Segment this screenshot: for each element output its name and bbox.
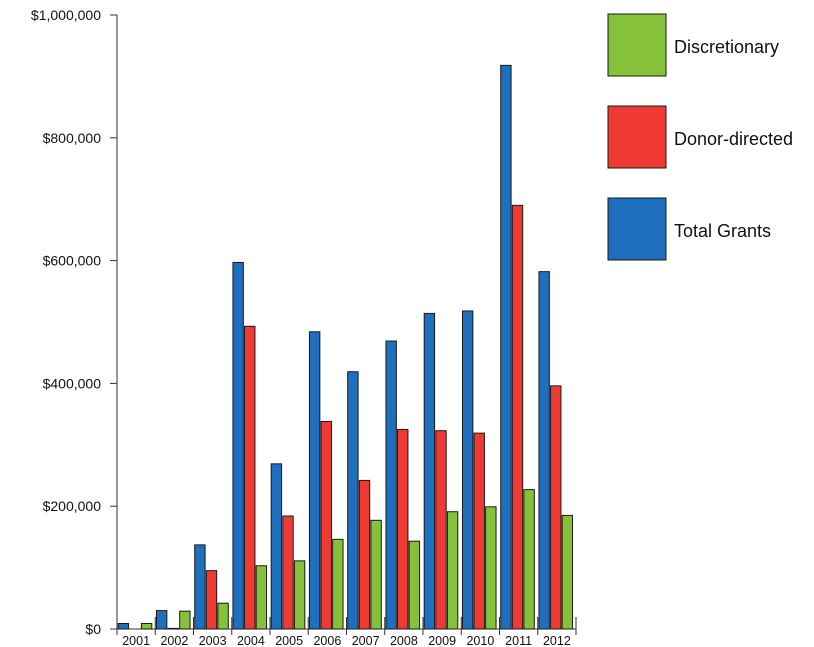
bar-discretionary-2001 [141, 623, 151, 629]
bar-discretionary-2002 [180, 611, 190, 629]
bar-discretionary-2008 [409, 541, 419, 629]
legend-swatch-discretionary [608, 14, 666, 76]
y-tick-label: $200,000 [43, 498, 102, 514]
x-category-label: 2005 [275, 634, 303, 647]
bar-donor-directed-2009 [436, 431, 446, 629]
bar-total-grants-2004 [233, 262, 243, 629]
bar-discretionary-2004 [256, 566, 266, 629]
legend: Discretionary Donor-directed Total Grants [608, 14, 793, 260]
bar-donor-directed-2004 [245, 326, 255, 629]
bar-total-grants-2003 [195, 545, 205, 629]
legend-label-donor-directed: Donor-directed [674, 129, 793, 149]
y-tick-label: $0 [85, 621, 101, 637]
x-category-label: 2004 [237, 634, 265, 647]
y-tick-label: $1,000,000 [31, 7, 101, 23]
legend-label-total-grants: Total Grants [674, 221, 771, 241]
bar-total-grants-2011 [501, 65, 511, 629]
x-category-label: 2009 [428, 634, 456, 647]
x-category-label: 2002 [160, 634, 188, 647]
legend-swatch-total-grants [608, 198, 666, 260]
y-axis: $0 $200,000 $400,000 $600,000 $800,000 $1,000… [31, 7, 117, 637]
y-tick-label: $800,000 [43, 130, 102, 146]
bar-total-grants-2009 [424, 313, 434, 629]
bar-donor-directed-2010 [474, 433, 484, 629]
x-category-label: 2006 [313, 634, 341, 647]
x-category-label: 2003 [199, 634, 227, 647]
x-category-label: 2007 [352, 634, 380, 647]
bar-discretionary-2011 [524, 490, 534, 629]
bar-total-grants-2010 [462, 311, 472, 629]
x-category-label: 2012 [543, 634, 571, 647]
x-category-label: 2001 [122, 634, 150, 647]
y-tick-label: $400,000 [43, 375, 102, 391]
bar-donor-directed-2012 [551, 386, 561, 629]
bar-donor-directed-2003 [206, 571, 216, 629]
bar-total-grants-2008 [386, 341, 396, 629]
bar-donor-directed-2002 [168, 628, 178, 629]
bar-discretionary-2003 [218, 603, 228, 629]
bar-discretionary-2005 [294, 561, 304, 629]
bar-total-grants-2005 [271, 464, 281, 629]
bar-total-grants-2002 [156, 611, 166, 629]
x-category-label: 2011 [505, 634, 532, 647]
bar-donor-directed-2011 [512, 205, 522, 629]
bar-total-grants-2007 [348, 372, 358, 629]
bar-discretionary-2007 [371, 520, 381, 629]
bar-discretionary-2006 [333, 539, 343, 629]
bar-total-grants-2001 [118, 623, 128, 629]
bar-donor-directed-2007 [359, 480, 369, 629]
bar-total-grants-2006 [309, 332, 319, 629]
bar-donor-directed-2006 [321, 421, 331, 629]
bars [118, 65, 572, 629]
bar-discretionary-2010 [486, 507, 496, 629]
x-category-label: 2010 [466, 634, 494, 647]
bar-discretionary-2009 [447, 512, 457, 629]
bar-donor-directed-2005 [283, 516, 293, 629]
x-category-label: 2008 [390, 634, 418, 647]
bar-total-grants-2012 [539, 272, 549, 629]
y-tick-label: $600,000 [43, 253, 102, 269]
bar-discretionary-2012 [562, 515, 572, 629]
bar-donor-directed-2008 [398, 429, 408, 629]
legend-swatch-donor-directed [608, 106, 666, 168]
legend-label-discretionary: Discretionary [674, 37, 779, 57]
